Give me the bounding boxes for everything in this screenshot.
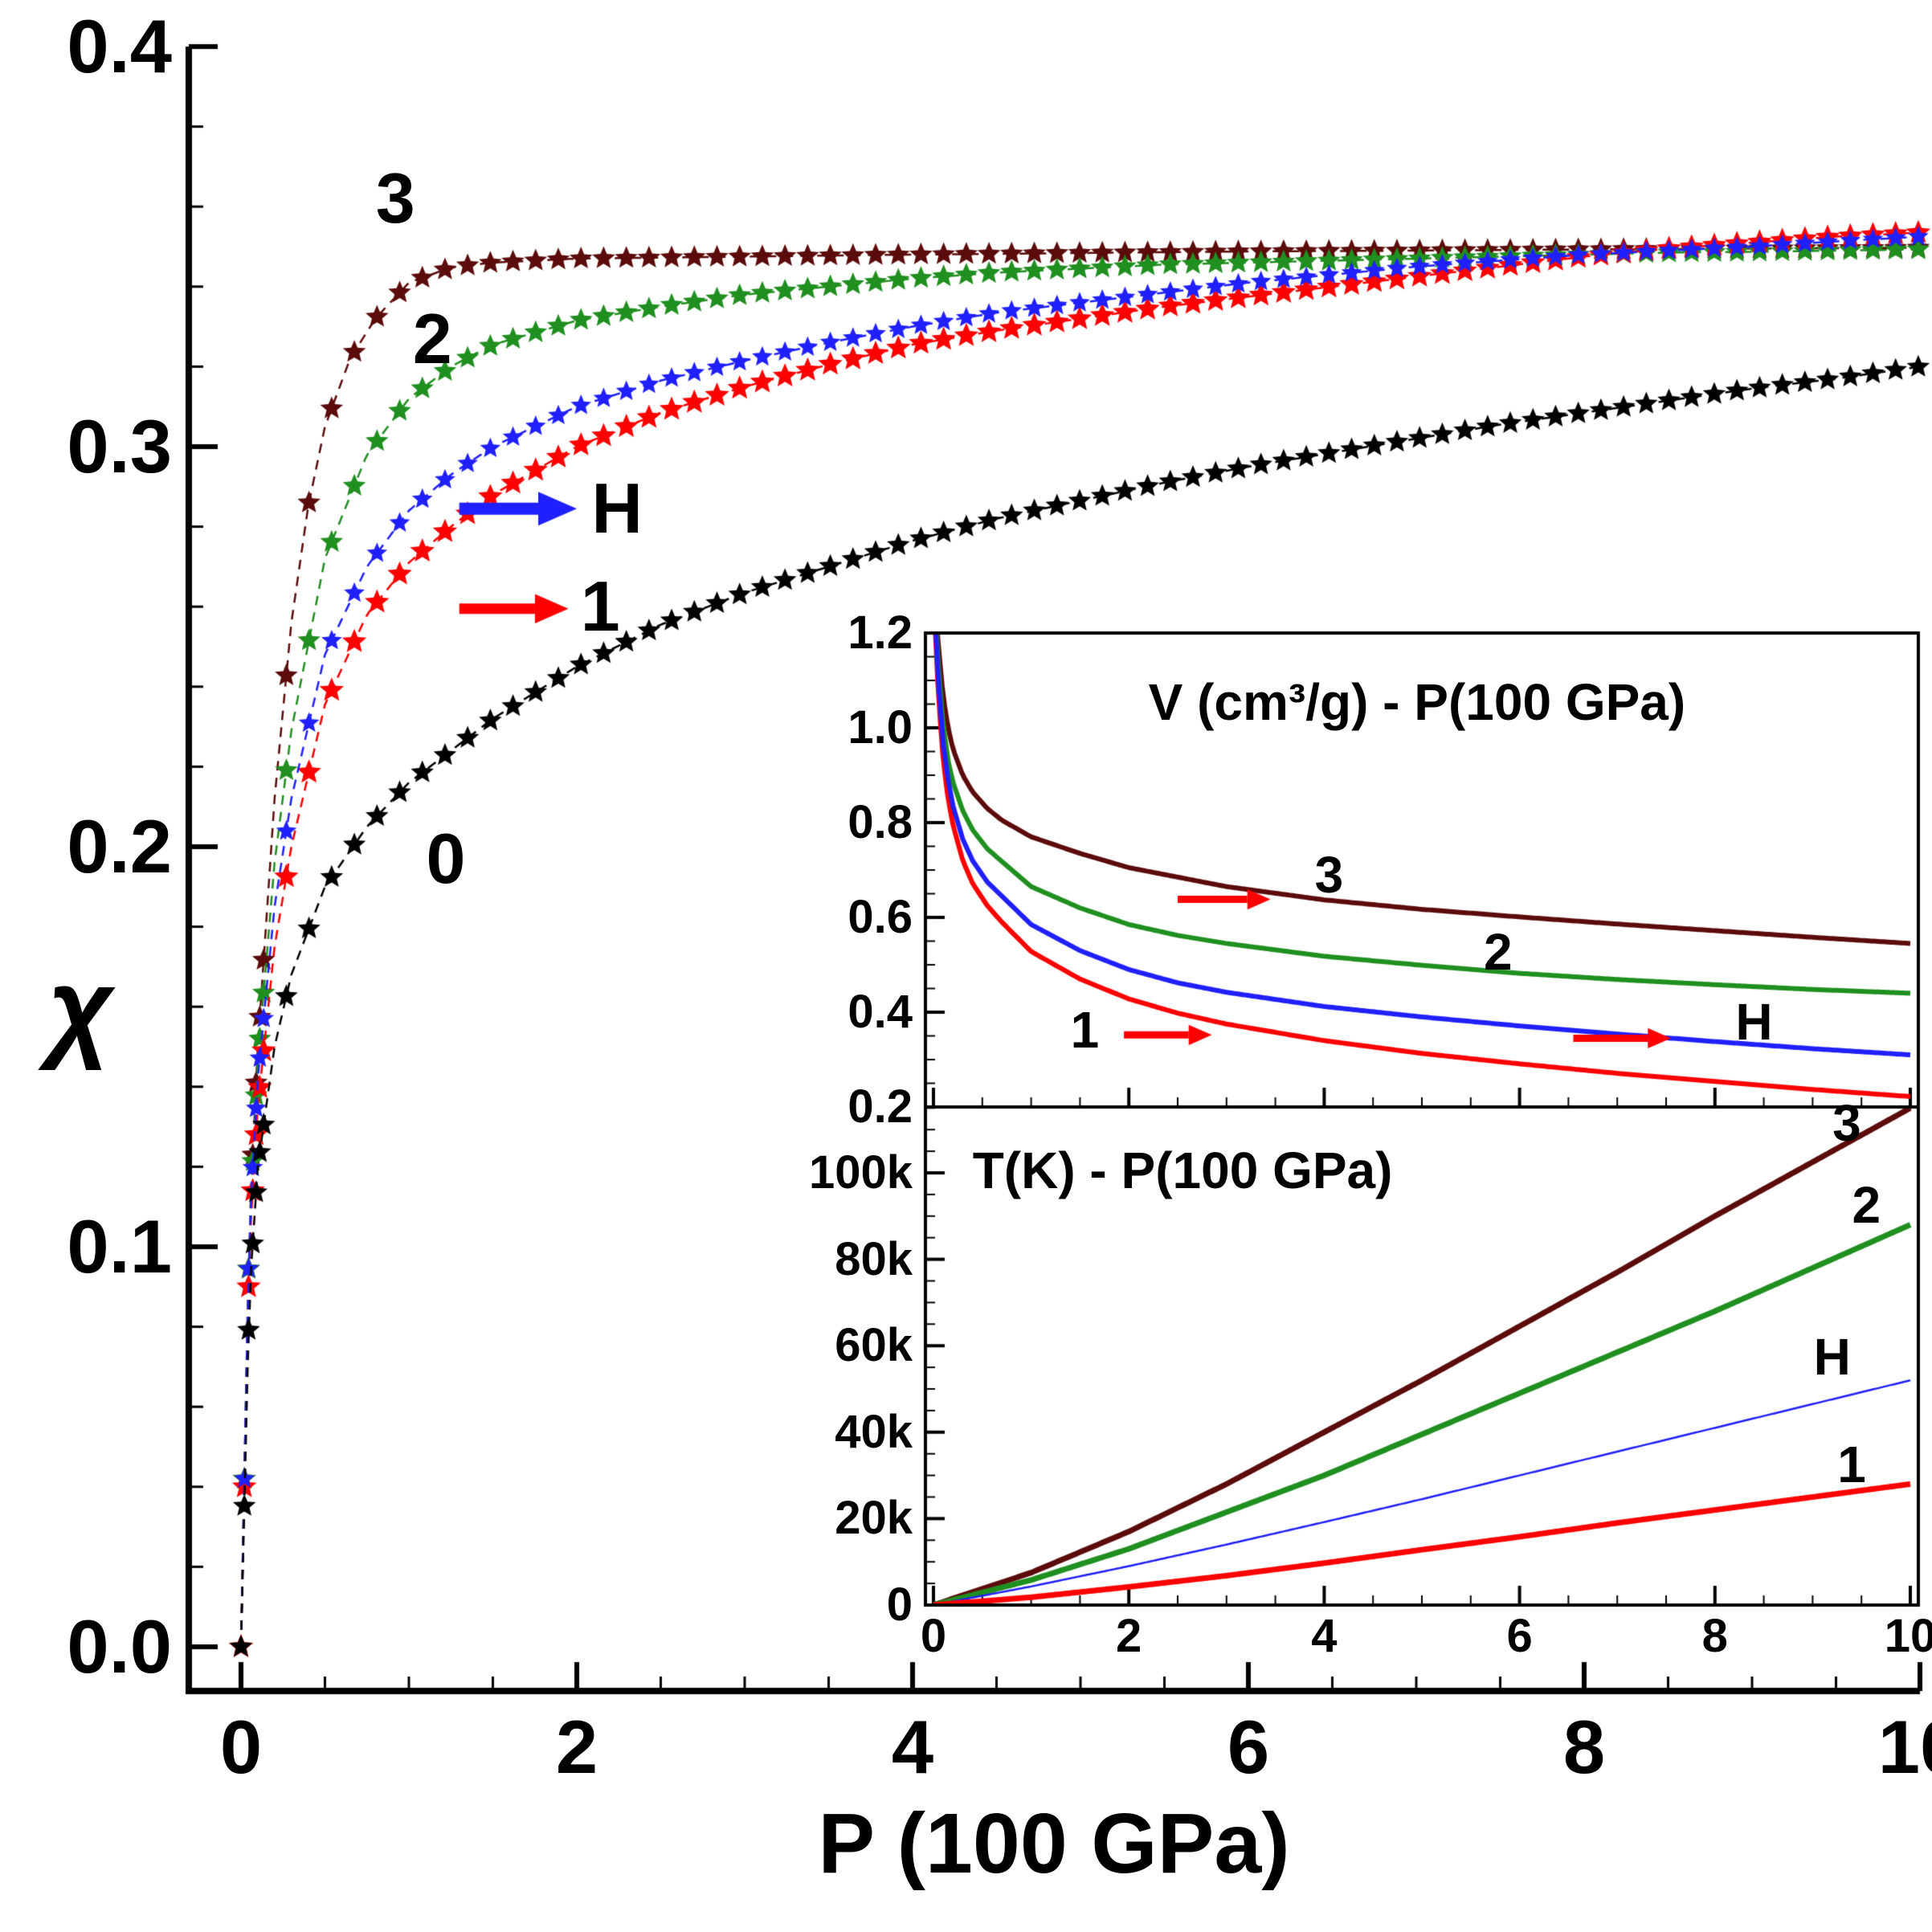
- curve-label-3: 3: [375, 158, 415, 239]
- main-y-tick-label: 0.4: [67, 4, 172, 88]
- t-inset-x-tick-label: 2: [1116, 1610, 1142, 1662]
- t-label-3: 3: [1832, 1094, 1861, 1153]
- main-y-tick-label: 0.1: [67, 1204, 172, 1289]
- main-x-tick-label: 8: [1562, 1705, 1606, 1789]
- y-axis-title: χ: [47, 945, 113, 1071]
- t-inset-x-tick-label: 8: [1701, 1610, 1728, 1662]
- t-inset-y-tick-label: 100k: [808, 1146, 913, 1199]
- t-label-2: 2: [1852, 1176, 1881, 1235]
- t-inset-y-tick-label: 60k: [835, 1319, 913, 1372]
- v-inset-y-tick-label: 1.2: [848, 607, 913, 659]
- t-label-h: H: [1813, 1327, 1851, 1386]
- curve-label-0: 0: [426, 818, 466, 898]
- t-inset-y-tick-label: 20k: [835, 1492, 913, 1545]
- main-y-tick-label: 0.0: [67, 1604, 172, 1689]
- main-x-tick-label: 2: [555, 1705, 598, 1789]
- t-inset-x-tick-label: 4: [1311, 1610, 1338, 1662]
- v-inset-y-tick-label: 0.8: [848, 796, 913, 848]
- main-x-tick-label: 10: [1877, 1705, 1932, 1789]
- curve-label-2: 2: [412, 298, 452, 378]
- v-inset-y-tick-label: 1.0: [848, 701, 913, 754]
- main-x-tick-label: 0: [219, 1705, 263, 1789]
- t-inset-title: T(K) - P(100 GPa): [972, 1142, 1393, 1200]
- t-inset-y-tick-label: 80k: [835, 1232, 913, 1285]
- main-y-tick-label: 0.3: [67, 404, 172, 488]
- main-x-tick-label: 6: [1227, 1705, 1270, 1789]
- t-inset-x-tick-label: 0: [920, 1610, 947, 1662]
- t-inset-y-tick-label: 0: [886, 1579, 913, 1631]
- main-y-tick-label: 0.2: [67, 804, 172, 888]
- v-label-h: H: [1735, 992, 1773, 1051]
- v-inset-y-tick-label: 0.2: [848, 1080, 913, 1133]
- v-label-3: 3: [1314, 845, 1344, 904]
- t-inset-x-tick-label: 10: [1884, 1610, 1932, 1662]
- t-inset-y-tick-label: 40k: [835, 1405, 913, 1458]
- x-axis-title: P (100 GPa): [818, 1796, 1290, 1891]
- v-inset-y-tick-label: 0.6: [848, 891, 913, 943]
- v-inset-y-tick-label: 0.4: [848, 986, 913, 1038]
- t-inset-x-tick-label: 6: [1506, 1610, 1533, 1662]
- curve-label-1: 1: [580, 566, 620, 647]
- v-label-1: 1: [1070, 1001, 1100, 1060]
- t-label-1: 1: [1837, 1436, 1866, 1494]
- v-inset-title: V (cm³/g) - P(100 GPa): [1148, 672, 1686, 731]
- main-x-tick-label: 4: [891, 1705, 934, 1789]
- v-label-2: 2: [1484, 923, 1513, 982]
- curve-label-h: H: [591, 468, 643, 549]
